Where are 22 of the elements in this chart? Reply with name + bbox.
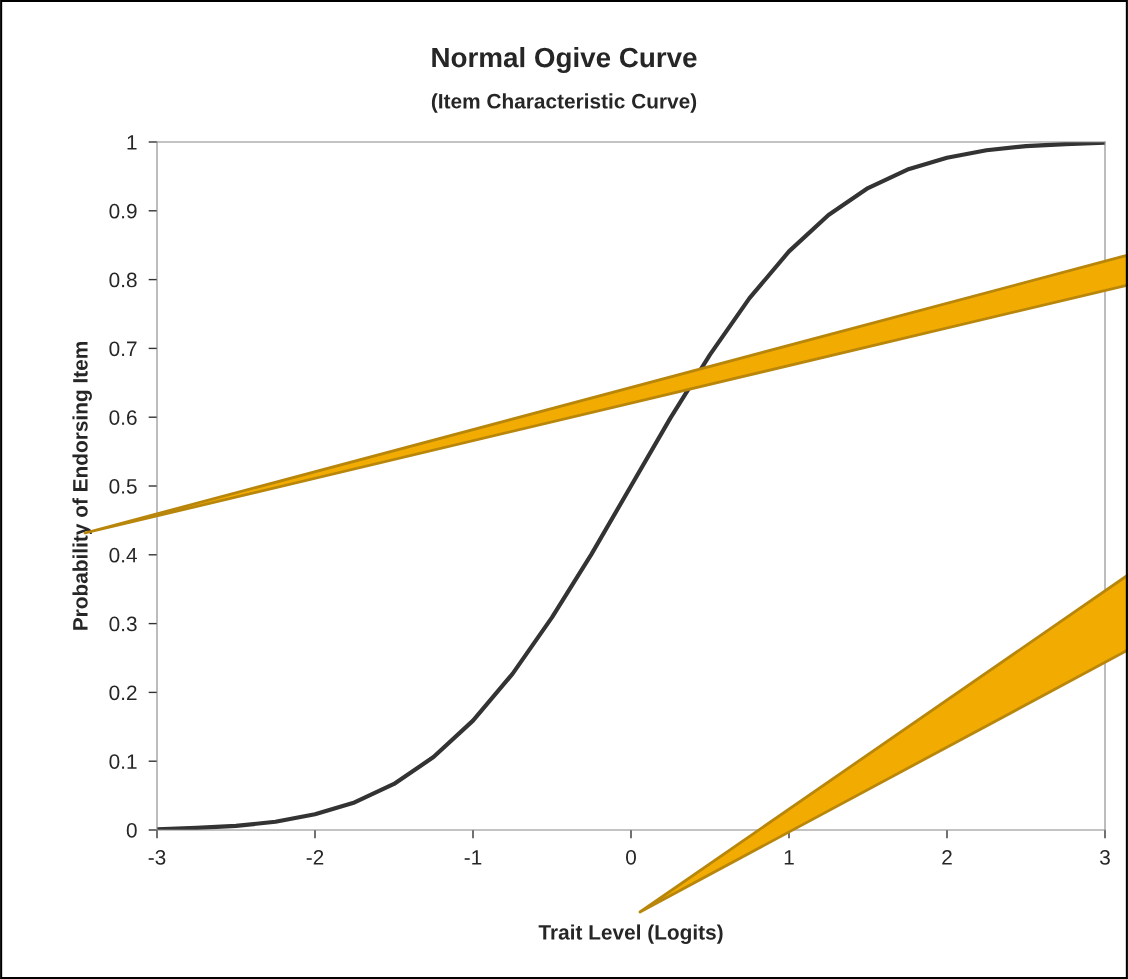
y-tick-label: 0.1 <box>109 754 137 769</box>
y-tick-label: 0 <box>126 823 137 838</box>
y-axis-title: Probability of Endorsing Item <box>72 342 92 630</box>
x-tick-label: -1 <box>464 850 482 865</box>
y-tick-label: 0.5 <box>109 479 137 494</box>
y-tick-label: 1 <box>127 135 137 150</box>
y-tick-label: 0.3 <box>109 616 137 632</box>
x-axis-title: Trait Level (Logits) <box>538 924 723 944</box>
x-tick-label: 1 <box>784 850 794 865</box>
y-tick-label: 0.6 <box>109 410 137 425</box>
y-tick-label: 0.7 <box>109 341 137 357</box>
x-tick-label: 0 <box>626 849 636 865</box>
x-tick-label: -2 <box>306 849 324 865</box>
x-tick-label: 3 <box>1100 849 1110 865</box>
y-tick-label: 0.2 <box>109 685 137 701</box>
y-tick-label: 0.8 <box>109 272 137 288</box>
chart-subtitle: (Item Characteristic Curve) <box>431 93 697 113</box>
x-tick-label: -3 <box>148 849 166 865</box>
y-tick-label: 0.9 <box>109 203 137 219</box>
x-tick-label: 2 <box>942 849 952 865</box>
chart-title: Normal Ogive Curve <box>432 46 697 74</box>
y-tick-label: 0.4 <box>109 547 137 563</box>
